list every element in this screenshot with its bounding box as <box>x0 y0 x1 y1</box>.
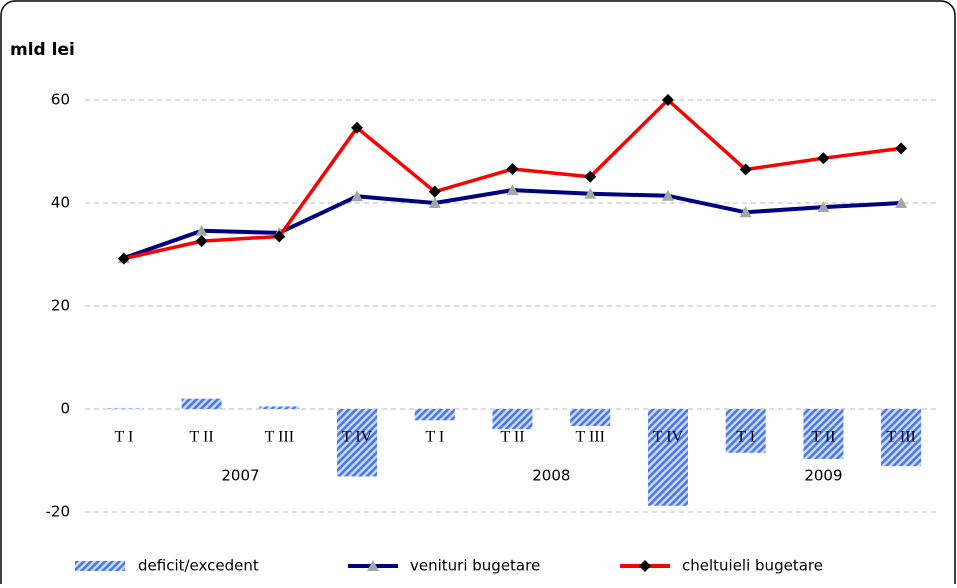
bar <box>492 409 533 430</box>
marker <box>739 206 752 218</box>
y-tick-label: 40 <box>51 194 70 212</box>
marker <box>584 170 597 183</box>
x-tick-label: T I <box>425 429 444 446</box>
x-tick-label: T II <box>190 429 214 446</box>
y-tick-label: 0 <box>60 400 70 418</box>
bar <box>803 409 844 459</box>
marker <box>817 152 830 165</box>
x-tick-label: T I <box>736 429 755 446</box>
marker <box>895 197 908 208</box>
x-group-label: 2007 <box>221 467 259 485</box>
marker <box>661 94 674 106</box>
bar <box>570 409 611 426</box>
x-tick-label: T II <box>500 429 524 446</box>
x-group-label: 2008 <box>532 467 570 485</box>
legend-swatch <box>75 561 125 571</box>
marker <box>273 230 286 243</box>
bar <box>103 408 144 409</box>
line <box>123 188 902 260</box>
marker <box>506 163 519 176</box>
marker <box>661 189 674 201</box>
y-tick-label: -20 <box>46 503 71 521</box>
chart-title: mld lei <box>10 40 75 60</box>
x-tick-label: T III <box>575 429 604 446</box>
x-tick-label: T II <box>811 429 835 446</box>
marker <box>195 235 208 248</box>
legend-label: deficit/excedent <box>138 557 259 575</box>
y-tick-label: 20 <box>51 297 70 315</box>
marker <box>428 197 441 208</box>
x-tick-label: T III <box>886 429 915 446</box>
bar <box>337 409 378 477</box>
marker <box>584 187 597 199</box>
line <box>123 98 902 261</box>
x-tick-label: T IV <box>342 429 373 446</box>
x-tick-label: T IV <box>653 429 684 446</box>
legend-marker <box>639 560 651 572</box>
marker <box>351 121 364 134</box>
marker <box>117 252 130 265</box>
bar <box>881 409 922 467</box>
legend-label: cheltuieli bugetare <box>682 557 823 575</box>
bar <box>259 406 300 409</box>
x-group-label: 2009 <box>804 467 842 485</box>
marker <box>506 184 519 196</box>
marker <box>817 201 830 213</box>
bar <box>647 409 688 506</box>
legend-label: venituri bugetare <box>410 557 540 575</box>
marker <box>428 185 441 198</box>
y-tick-label: 60 <box>51 91 70 109</box>
bar <box>414 409 455 421</box>
x-tick-label: T III <box>265 429 294 446</box>
marker <box>195 224 208 236</box>
legend-marker <box>367 560 379 571</box>
marker <box>895 142 908 155</box>
marker <box>351 190 364 202</box>
bar <box>725 409 766 453</box>
marker <box>739 163 752 176</box>
bar <box>181 398 222 409</box>
x-tick-label: T I <box>114 429 133 446</box>
